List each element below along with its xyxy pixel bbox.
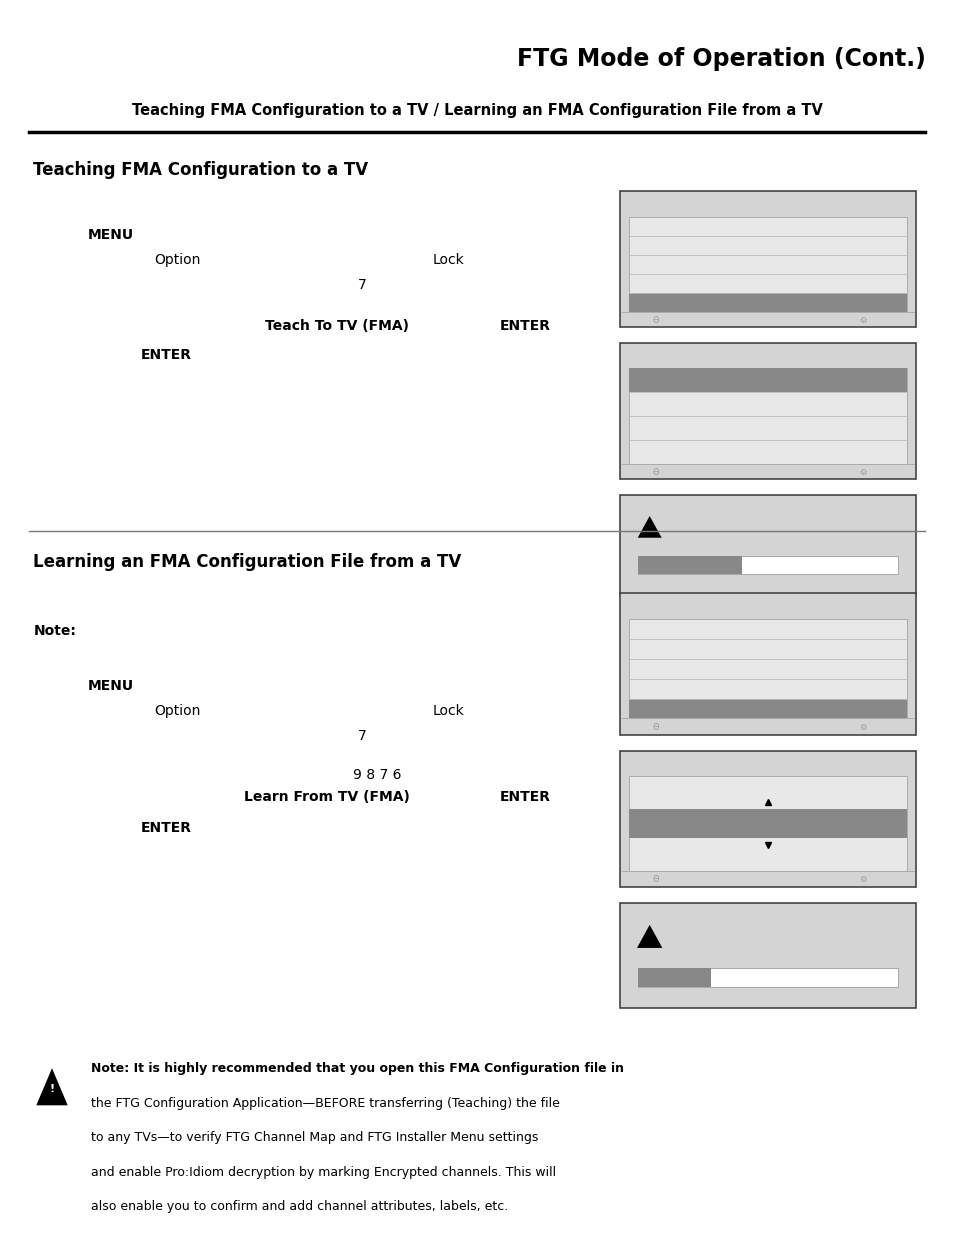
Text: 7: 7 [357,729,366,742]
Bar [628,216,906,311]
Bar [619,495,915,594]
Polygon shape [637,516,661,537]
Bar [619,903,915,1008]
Text: Teaching FMA Configuration to a TV: Teaching FMA Configuration to a TV [33,161,368,179]
Text: Θ: Θ [652,468,659,477]
Text: 7: 7 [357,278,366,291]
Bar [628,193,906,216]
Bar [628,776,906,871]
Bar [619,343,915,479]
Bar [638,968,710,987]
Bar [628,619,906,719]
Text: Lock: Lock [432,253,463,267]
Text: Note: It is highly recommended that you open this FMA Configuration file in: Note: It is highly recommended that you … [91,1062,623,1076]
Polygon shape [637,925,661,948]
Text: 9 8 7 6: 9 8 7 6 [353,768,401,782]
Text: ENTER: ENTER [499,790,550,804]
Text: ⚙: ⚙ [858,722,865,732]
Text: FTG Mode of Operation (Cont.): FTG Mode of Operation (Cont.) [516,47,924,70]
Text: !: ! [50,1083,54,1094]
Text: ENTER: ENTER [499,319,550,332]
Bar [628,752,906,776]
Text: to any TVs—to verify FTG Channel Map and FTG Installer Menu settings: to any TVs—to verify FTG Channel Map and… [91,1131,537,1145]
Bar [628,368,906,463]
Bar [628,699,906,719]
Bar [638,557,897,574]
Bar [638,557,741,574]
Text: ⚙: ⚙ [858,876,865,884]
Text: Θ: Θ [652,722,659,732]
Polygon shape [36,1068,68,1105]
Text: Note:: Note: [33,624,76,637]
Text: the FTG Configuration Application—BEFORE transferring (Teaching) the file: the FTG Configuration Application—BEFORE… [91,1097,558,1110]
Bar [628,594,906,618]
Text: Teach To TV (FMA): Teach To TV (FMA) [265,319,409,332]
Text: MENU: MENU [88,679,133,693]
Text: MENU: MENU [88,228,133,242]
Text: ENTER: ENTER [141,821,192,835]
Text: ⚙: ⚙ [858,468,865,477]
Text: also enable you to confirm and add channel attributes, labels, etc.: also enable you to confirm and add chann… [91,1200,507,1214]
Bar [628,368,906,393]
Bar [628,293,906,311]
Text: Option: Option [154,704,201,718]
Text: Option: Option [154,253,201,267]
Bar [619,191,915,327]
Text: Learning an FMA Configuration File from a TV: Learning an FMA Configuration File from … [33,553,461,572]
Text: Θ: Θ [652,316,659,325]
Text: Lock: Lock [432,704,463,718]
Text: Θ: Θ [652,876,659,884]
Text: ENTER: ENTER [141,348,192,362]
Bar [619,593,915,735]
Text: ⚙: ⚙ [858,316,865,325]
Bar [628,809,906,837]
Text: and enable Pro:Idiom decryption by marking Encrypted channels. This will: and enable Pro:Idiom decryption by marki… [91,1166,556,1179]
Bar [638,968,897,987]
Text: Teaching FMA Configuration to a TV / Learning an FMA Configuration File from a T: Teaching FMA Configuration to a TV / Lea… [132,103,821,117]
Text: Learn From TV (FMA): Learn From TV (FMA) [244,790,410,804]
Bar [628,345,906,368]
Bar [619,751,915,887]
